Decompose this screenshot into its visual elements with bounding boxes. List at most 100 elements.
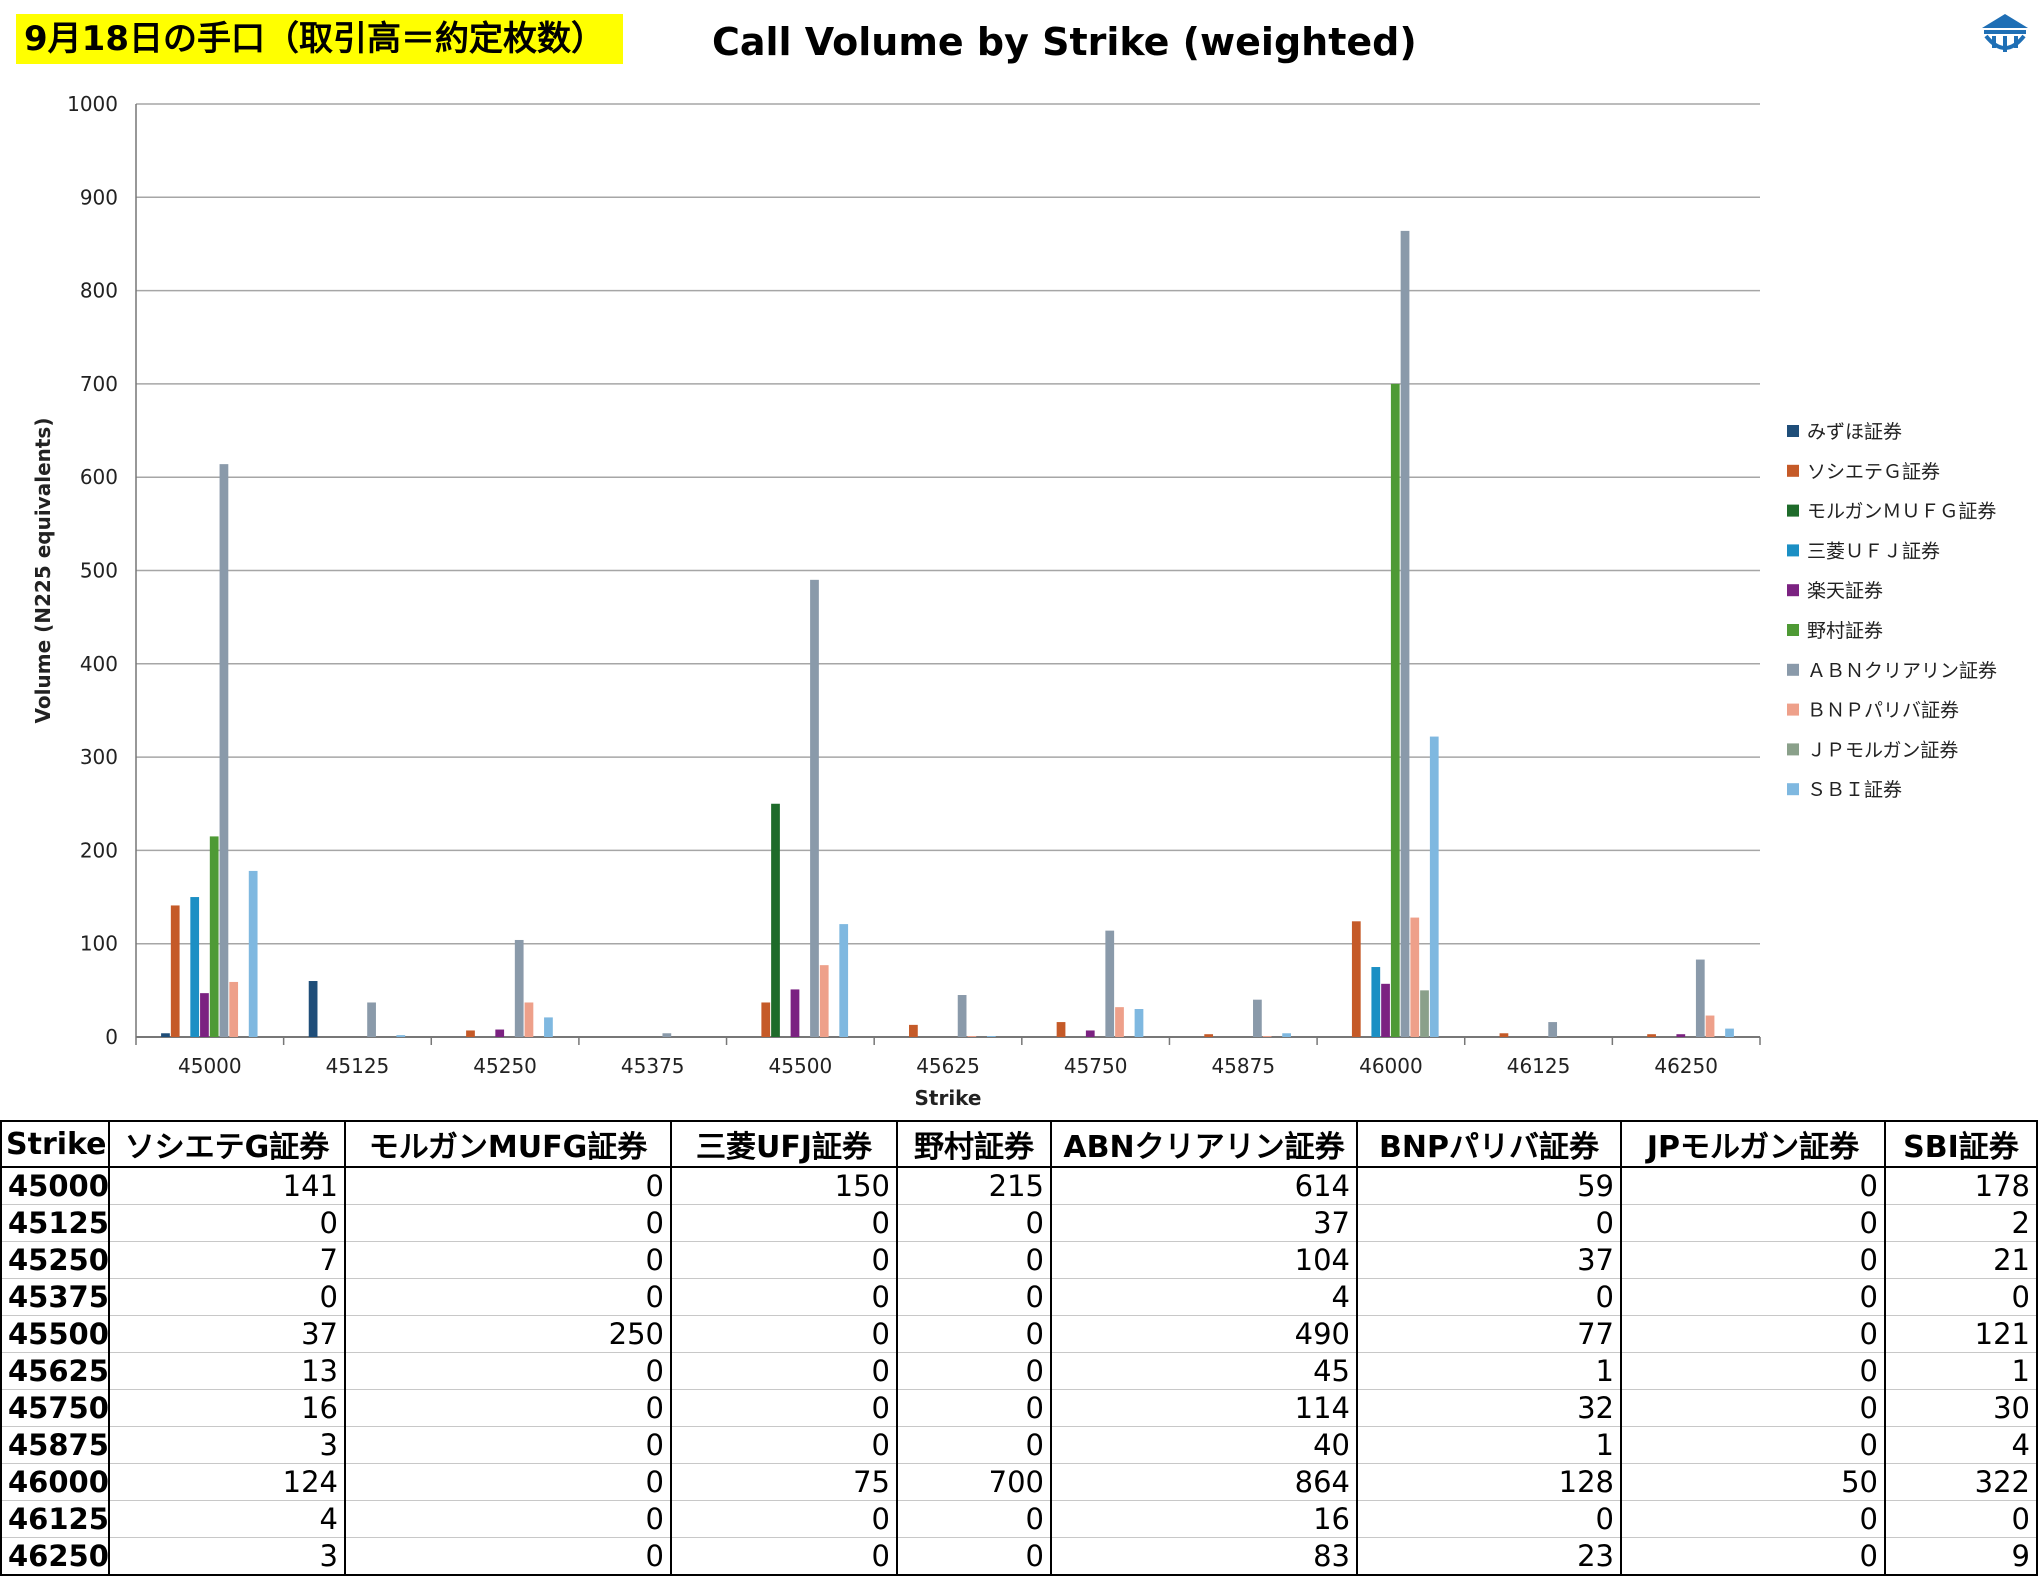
legend-item-label: ＪＰモルガン証券	[1807, 739, 1958, 761]
strike-cell: 45625	[0, 1352, 110, 1390]
y-axis-title: Volume (N225 equivalents)	[31, 418, 55, 724]
volume-cell: 121	[1884, 1315, 2038, 1353]
bar	[396, 1035, 406, 1037]
volume-cell: 30	[1884, 1389, 2038, 1427]
legend-item-label: ＡＢＮクリアリン証券	[1807, 660, 1997, 682]
x-tick-label: 46000	[1359, 1054, 1423, 1078]
column-header: JPモルガン証券	[1620, 1120, 1886, 1168]
bar	[662, 1033, 672, 1037]
bar	[190, 897, 200, 1037]
bar	[1134, 1009, 1144, 1037]
volume-cell: 0	[344, 1389, 672, 1427]
column-header: ソシエテG証券	[108, 1120, 346, 1168]
volume-cell: 0	[896, 1241, 1052, 1279]
volume-cell: 0	[896, 1500, 1052, 1538]
y-tick-label: 1000	[67, 92, 118, 116]
legend-item-label: 野村証券	[1807, 620, 1883, 642]
volume-cell: 124	[108, 1463, 346, 1501]
volume-cell: 0	[344, 1352, 672, 1390]
y-tick-label: 400	[80, 652, 118, 676]
y-tick-label: 500	[80, 559, 118, 583]
volume-cell: 0	[1620, 1500, 1886, 1538]
legend-swatch	[1787, 584, 1799, 597]
bar	[771, 803, 780, 1037]
volume-cell: 0	[1620, 1241, 1886, 1279]
legend-item-label: ＳＢＩ証券	[1807, 779, 1902, 801]
table-row: 45875 3 0 0 0 40 1 0 4	[0, 1426, 2038, 1464]
bar	[1351, 921, 1361, 1037]
volume-cell: 75	[670, 1463, 898, 1501]
bar	[1085, 1030, 1095, 1037]
volume-cell: 0	[670, 1315, 898, 1353]
chart-title: Call Volume by Strike (weighted)	[712, 20, 1417, 64]
volume-cell: 0	[670, 1352, 898, 1390]
bar	[1676, 1034, 1686, 1037]
table-row: 46000 124 0 75 700 864 128 50 322	[0, 1463, 2038, 1501]
bar	[1410, 917, 1420, 1037]
volume-cell: 4	[1050, 1278, 1358, 1316]
volume-cell: 1	[1356, 1352, 1622, 1390]
legend-swatch	[1787, 504, 1799, 517]
volume-cell: 0	[344, 1537, 672, 1576]
volume-cell: 215	[896, 1167, 1052, 1205]
volume-cell: 37	[1050, 1204, 1358, 1242]
volume-cell: 0	[1620, 1167, 1886, 1205]
volume-cell: 0	[670, 1241, 898, 1279]
bar	[367, 1002, 376, 1037]
volume-cell: 4	[1884, 1426, 2038, 1464]
x-tick-label: 45750	[1064, 1054, 1128, 1078]
bar	[1115, 1007, 1124, 1037]
bar-chart: 0 100 200 300 400 500 600 700 800 900 1000 45000 451…	[31, 92, 1997, 1110]
volume-cell: 4	[108, 1500, 346, 1538]
data-table-container: Strike ソシエテG証券 モルガンMUFG証券 三菱UFJ証券 野村証券 ABNクリア…	[0, 1120, 2038, 1576]
volume-cell: 0	[670, 1426, 898, 1464]
volume-cell: 0	[670, 1278, 898, 1316]
legend-swatch	[1787, 703, 1799, 716]
strike-cell: 45875	[0, 1426, 110, 1464]
volume-cell: 2	[1884, 1204, 2038, 1242]
volume-cell: 0	[344, 1278, 672, 1316]
legend-swatch	[1787, 544, 1799, 557]
bar	[1253, 999, 1262, 1037]
table-row: 45125 0 0 0 0 37 0 0 2	[0, 1204, 2038, 1242]
volume-cell: 0	[344, 1463, 672, 1501]
bar	[1282, 1033, 1291, 1037]
bar	[514, 939, 524, 1037]
strike-cell: 45125	[0, 1204, 110, 1242]
bar	[819, 965, 829, 1037]
legend-swatch	[1787, 624, 1799, 636]
legend-item-label: 三菱ＵＦＪ証券	[1807, 540, 1940, 562]
bars	[161, 230, 1734, 1037]
bar	[1695, 959, 1705, 1037]
bar	[967, 1036, 977, 1037]
bar	[1390, 383, 1400, 1037]
y-tick-label: 800	[80, 279, 118, 303]
y-tick-label: 0	[105, 1025, 118, 1049]
x-tick-label: 45375	[621, 1054, 685, 1078]
volume-cell: 0	[896, 1389, 1052, 1427]
x-tick-label: 45125	[326, 1054, 390, 1078]
volume-cell: 0	[344, 1241, 672, 1279]
volume-cell: 0	[344, 1204, 672, 1242]
strike-cell: 46000	[0, 1463, 110, 1501]
volume-cell: 0	[896, 1204, 1052, 1242]
volume-cell: 3	[108, 1537, 346, 1576]
table-row: 46125 4 0 0 0 16 0 0 0	[0, 1500, 2038, 1538]
legend-swatch	[1787, 743, 1799, 756]
volume-cell: 0	[1884, 1500, 2038, 1538]
volume-cell: 50	[1620, 1463, 1886, 1501]
strike-cell: 45750	[0, 1389, 110, 1427]
bar	[1204, 1034, 1214, 1037]
column-header: 野村証券	[896, 1120, 1052, 1168]
volume-cell: 0	[1356, 1278, 1622, 1316]
volume-cell: 0	[896, 1315, 1052, 1353]
building-logo-icon	[1982, 14, 2028, 52]
volume-cell: 490	[1050, 1315, 1358, 1353]
bar	[839, 924, 849, 1037]
bar	[1725, 1028, 1734, 1037]
column-header: モルガンMUFG証券	[344, 1120, 672, 1168]
y-tick-label: 900	[80, 185, 118, 209]
volume-cell: 37	[1356, 1241, 1622, 1279]
volume-cell: 0	[896, 1278, 1052, 1316]
column-header: SBI証券	[1884, 1120, 2038, 1168]
